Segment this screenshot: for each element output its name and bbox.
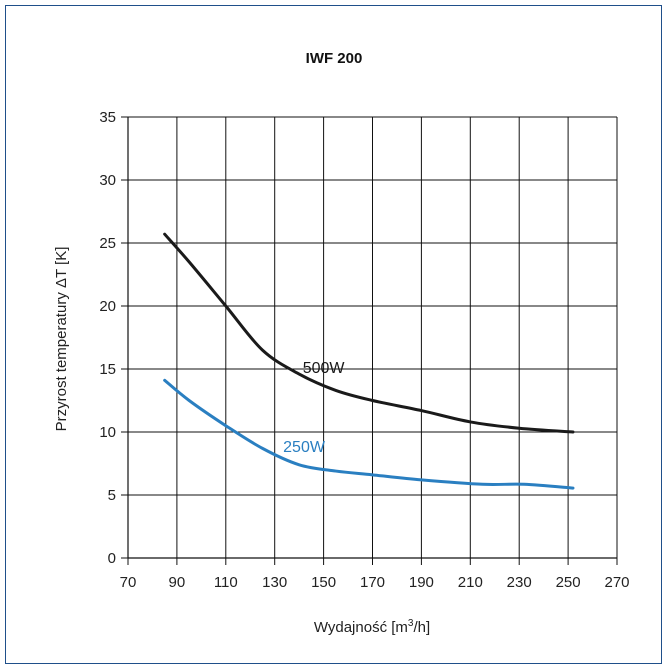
x-tick-label-5: 170 [360,574,385,591]
x-axis-label-main: Wydajność [m [314,619,408,636]
x-tick-label-4: 150 [311,574,336,591]
y-tick-label-7: 35 [99,109,116,126]
x-tick-label-9: 250 [556,574,581,591]
x-tick-label-1: 90 [169,574,186,591]
y-tick-label-6: 30 [99,172,116,189]
x-tick-label-6: 190 [409,574,434,591]
x-tick-label-10: 270 [604,574,629,591]
y-tick-label-2: 10 [99,424,116,441]
x-axis-label: Wydajność [m3/h] [314,618,430,636]
chart-grid [128,117,617,558]
x-tick-label-3: 130 [262,574,287,591]
chart-title: IWF 200 [306,50,363,67]
y-tick-label-4: 20 [99,298,116,315]
series-labels: 500W 250W [283,360,345,456]
y-tick-label-1: 5 [108,487,116,504]
y-axis-ticks: 0 5 10 15 20 25 30 35 [99,109,128,567]
x-axis-label-end: /h] [413,619,430,636]
x-tick-label-0: 70 [120,574,137,591]
y-axis-label: Przyrost temperatury ΔT [K] [53,247,70,432]
x-tick-label-2: 110 [214,574,238,591]
series-label-500W: 500W [303,360,346,377]
x-tick-label-7: 210 [458,574,483,591]
x-axis-ticks: 70 90 110 130 150 170 190 210 230 250 270 [120,558,630,591]
y-tick-label-3: 15 [99,361,116,378]
x-tick-label-8: 230 [507,574,532,591]
series-label-250W: 250W [283,439,326,456]
y-tick-label-0: 0 [108,550,116,567]
y-tick-label-5: 25 [99,235,116,252]
